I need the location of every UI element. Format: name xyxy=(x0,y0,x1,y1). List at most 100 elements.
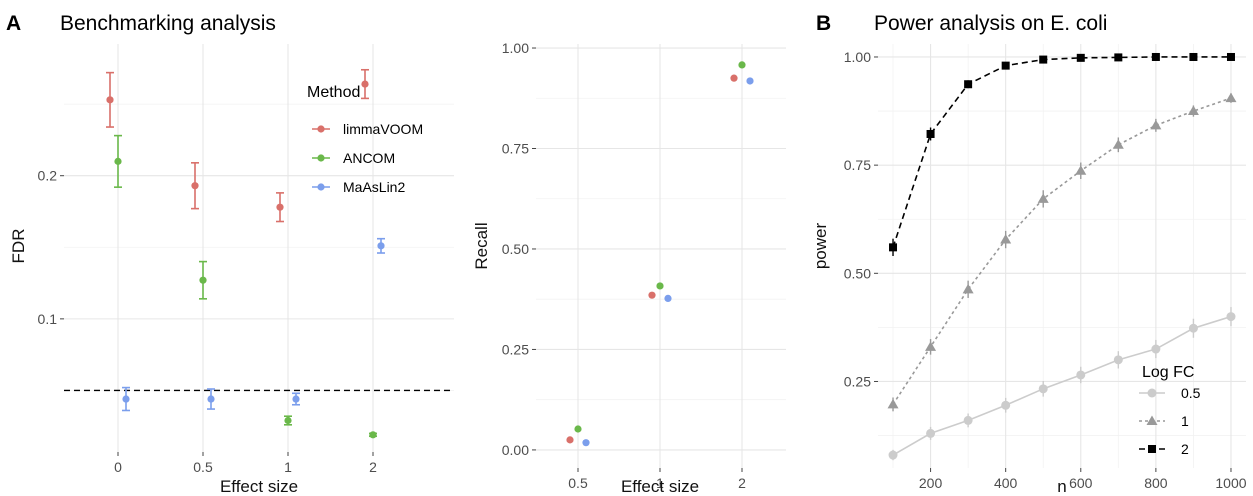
power-x-tick-label: 800 xyxy=(1144,475,1168,491)
recall-point xyxy=(738,61,746,69)
power-series-line xyxy=(892,97,1232,405)
method-legend-point xyxy=(317,125,325,133)
power-axes: 0.25 0.50 0.75 1.00 200 400 600 800 1000 xyxy=(844,49,1247,491)
method-legend-point xyxy=(317,154,325,162)
power-chart: 0.25 0.50 0.75 1.00 200 400 600 800 1000 n power… xyxy=(811,44,1247,496)
power-x-tick-label: 600 xyxy=(1069,475,1093,491)
fdr-y-axis-title: FDR xyxy=(9,229,28,264)
logfc-legend-point xyxy=(1148,445,1156,453)
power-point xyxy=(1001,61,1010,70)
recall-point xyxy=(746,77,754,85)
fdr-point xyxy=(369,431,377,439)
recall-y-tick-label: 0.25 xyxy=(502,341,529,357)
power-point xyxy=(962,283,974,294)
recall-y-tick-label: 0.50 xyxy=(502,241,529,257)
power-point xyxy=(1188,323,1198,333)
power-point xyxy=(887,398,899,409)
power-point xyxy=(1225,92,1237,103)
fdr-point xyxy=(377,242,385,250)
fdr-marks xyxy=(106,68,385,439)
recall-chart: 0.00 0.25 0.50 0.75 1.00 0.5 1 2 Effect size Re… xyxy=(472,40,786,496)
recall-marks xyxy=(566,61,754,447)
panel-a-title: Benchmarking analysis xyxy=(60,12,276,35)
power-point xyxy=(1151,52,1160,61)
method-legend-label: ANCOM xyxy=(343,150,395,166)
fdr-x-tick-label: 0 xyxy=(114,459,122,475)
power-point xyxy=(1075,165,1087,175)
fdr-point xyxy=(207,395,215,403)
recall-point xyxy=(730,74,738,82)
power-point xyxy=(1000,234,1012,244)
recall-point xyxy=(648,291,656,299)
recall-y-tick-label: 0.75 xyxy=(502,140,529,156)
power-x-tick-label: 1000 xyxy=(1215,475,1246,491)
fdr-point xyxy=(114,157,122,165)
power-y-axis-title: power xyxy=(811,223,830,270)
panel-b-label: B xyxy=(816,12,831,35)
logfc-legend-point xyxy=(1146,415,1158,425)
fdr-point xyxy=(199,276,207,284)
recall-x-tick-label: 2 xyxy=(738,475,746,491)
recall-y-tick-label: 1.00 xyxy=(502,40,529,56)
power-x-tick-label: 400 xyxy=(994,475,1018,491)
power-point xyxy=(926,428,936,438)
power-y-tick-label: 0.25 xyxy=(844,373,871,389)
power-point xyxy=(1039,55,1048,64)
power-point xyxy=(1114,53,1123,62)
power-point xyxy=(1226,312,1236,322)
method-legend: Method limmaVOOM ANCOM MaAsLin2 xyxy=(307,84,423,195)
power-series-line xyxy=(892,56,1231,248)
power-point xyxy=(889,243,898,252)
fdr-x-axis-title: Effect size xyxy=(220,477,298,496)
power-x-axis-title: n xyxy=(1057,477,1066,496)
power-gridlines xyxy=(878,44,1246,468)
fdr-axes: 0.1 0.2 0 0.5 1 2 xyxy=(38,168,378,475)
method-legend-label: limmaVOOM xyxy=(343,121,423,137)
method-legend-keys: limmaVOOM ANCOM MaAsLin2 xyxy=(312,121,423,195)
panel-b-title: Power analysis on E. coli xyxy=(874,12,1107,35)
recall-x-tick-label: 1 xyxy=(656,475,664,491)
power-point xyxy=(1076,53,1085,62)
power-point xyxy=(1076,370,1086,380)
logfc-legend-title: Log FC xyxy=(1142,364,1194,381)
fdr-point xyxy=(292,395,300,403)
power-point xyxy=(1189,52,1198,61)
power-point xyxy=(1112,139,1124,149)
power-y-tick-label: 0.50 xyxy=(844,265,871,281)
fdr-x-tick-label: 0.5 xyxy=(193,459,213,475)
fdr-point xyxy=(276,203,284,211)
fdr-chart: 0.1 0.2 0 0.5 1 2 Effect size FDR Method limm… xyxy=(9,44,454,496)
fdr-point xyxy=(191,182,199,190)
recall-point xyxy=(566,436,574,444)
recall-point xyxy=(582,439,590,447)
power-point xyxy=(925,341,937,351)
fdr-x-tick-label: 2 xyxy=(369,459,377,475)
recall-x-axis-title: Effect size xyxy=(621,477,699,496)
logfc-legend: Log FC 0.5 1 2 xyxy=(1139,364,1201,457)
logfc-legend-label: 0.5 xyxy=(1181,385,1201,401)
power-point xyxy=(1037,193,1049,203)
logfc-legend-keys: 0.5 1 2 xyxy=(1139,385,1201,457)
recall-y-tick-label: 0.00 xyxy=(502,442,529,458)
method-legend-point xyxy=(317,183,325,191)
recall-axes: 0.00 0.25 0.50 0.75 1.00 0.5 1 2 xyxy=(502,40,746,491)
power-series-line xyxy=(892,315,1232,456)
fdr-y-tick-label: 0.1 xyxy=(38,311,58,327)
logfc-legend-label: 2 xyxy=(1181,441,1189,457)
method-legend-title: Method xyxy=(307,84,360,101)
power-point xyxy=(1113,355,1123,365)
fdr-point xyxy=(106,96,114,104)
power-point xyxy=(1001,400,1011,410)
method-legend-label: MaAsLin2 xyxy=(343,179,405,195)
power-point xyxy=(963,415,973,425)
recall-y-axis-title: Recall xyxy=(472,222,491,269)
power-point xyxy=(926,129,935,138)
power-point xyxy=(1151,344,1161,354)
power-marks xyxy=(887,52,1237,461)
logfc-legend-label: 1 xyxy=(1181,413,1189,429)
recall-point xyxy=(664,294,672,302)
power-y-tick-label: 0.75 xyxy=(844,157,871,173)
recall-gridlines xyxy=(536,44,786,468)
recall-x-tick-label: 0.5 xyxy=(568,475,588,491)
